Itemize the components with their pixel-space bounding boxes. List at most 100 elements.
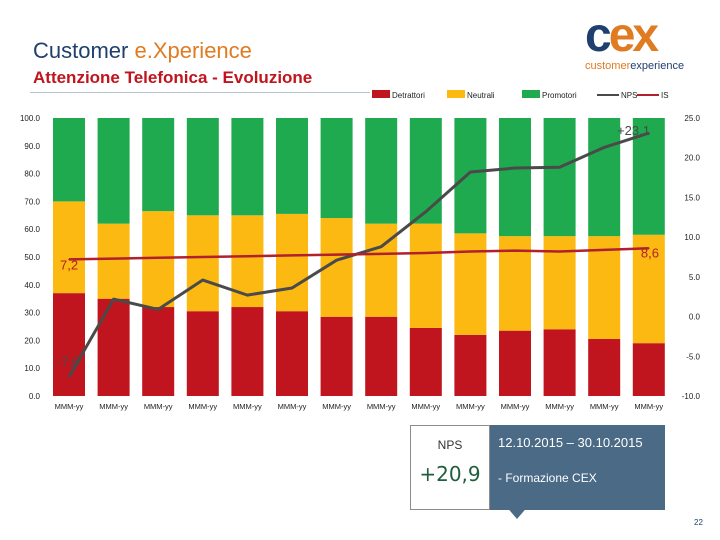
- right-axis-tick-label: 20.0: [684, 154, 700, 163]
- legend-swatch-neutrali: [447, 90, 465, 98]
- x-axis-tick-label: MMM-yy: [367, 402, 396, 411]
- right-axis-tick-label: 25.0: [684, 114, 700, 123]
- period-note: - Formazione CEX: [498, 471, 597, 485]
- bar-segment-promotori: [543, 118, 576, 237]
- slide-subtitle: Attenzione Telefonica - Evoluzione: [33, 68, 313, 87]
- logo-word-accent: ex: [608, 9, 659, 62]
- left-axis-tick-label: 80.0: [24, 170, 40, 179]
- right-axis-tick-label: 0.0: [689, 313, 701, 322]
- bar-segment-promotori: [231, 118, 264, 216]
- right-axis-tick-label: -10.0: [682, 392, 701, 401]
- bar-segment-detrattori: [365, 316, 398, 396]
- x-axis-tick-label: MMM-yy: [545, 402, 574, 411]
- cex-logo: cex customerexperience: [585, 12, 710, 73]
- logo-tag-main: experience: [630, 60, 685, 72]
- legend-label: Neutrali: [467, 91, 495, 100]
- bar-segment-detrattori: [588, 339, 621, 396]
- logo-tag-accent: customer: [585, 60, 631, 72]
- nps-point: [68, 376, 70, 378]
- nps-point: [558, 166, 561, 169]
- nps-point: [469, 171, 472, 173]
- bar-segment-promotori: [499, 118, 531, 237]
- bar-segment-promotori: [409, 118, 442, 224]
- is-point: [558, 250, 561, 253]
- bar-segment-detrattori: [454, 334, 487, 396]
- left-axis-tick-label: 30.0: [24, 309, 40, 318]
- left-axis-tick-label: 90.0: [24, 142, 40, 151]
- info-card-pointer: [505, 505, 529, 519]
- nps-point: [335, 259, 338, 261]
- nps-point: [648, 132, 650, 134]
- bar-segment-promotori: [53, 118, 85, 202]
- left-axis-tick-label: 20.0: [24, 336, 40, 345]
- left-axis-tick-label: 60.0: [24, 225, 40, 234]
- bar-segment-detrattori: [320, 316, 353, 396]
- bar-segment-detrattori: [543, 329, 576, 396]
- nps-point: [380, 245, 383, 248]
- bar-segment-neutrali: [186, 215, 219, 312]
- bar-segment-neutrali: [276, 213, 308, 312]
- is-point: [291, 254, 293, 257]
- is-point: [648, 247, 650, 250]
- slide-title: Customer e.Xperience: [33, 38, 252, 64]
- right-axis-tick-label: -5.0: [686, 352, 700, 361]
- logo-wordmark: cex: [585, 12, 710, 60]
- nps-point: [514, 167, 516, 169]
- left-axis-tick-label: 70.0: [24, 197, 40, 206]
- is-point: [68, 258, 70, 261]
- x-axis-tick-label: MMM-yy: [322, 402, 351, 411]
- x-axis-tick-label: MMM-yy: [233, 402, 262, 411]
- nps-summary-value: +20,9: [419, 462, 481, 486]
- right-axis-tick-label: 15.0: [684, 193, 700, 202]
- bar-segment-neutrali: [409, 223, 442, 328]
- bar-segment-detrattori: [231, 307, 264, 396]
- is-point: [112, 257, 115, 260]
- nps-point: [157, 308, 159, 311]
- bar-segment-neutrali: [588, 236, 621, 340]
- left-axis-tick-label: 10.0: [24, 364, 40, 373]
- bar-segment-promotori: [588, 118, 621, 237]
- is-point: [246, 255, 249, 258]
- nps-point: [202, 279, 204, 281]
- is-point: [157, 256, 159, 259]
- legend-label: Detrattori: [392, 91, 425, 100]
- nps-point: [603, 146, 605, 149]
- bar-segment-neutrali: [632, 234, 665, 344]
- nps-point: [291, 287, 293, 289]
- stacked-bar-line-chart: 0.0 10.0 20.0 30.0 40.0 50.0 60.0 70.0 80.0 90.0 1…: [20, 90, 701, 411]
- data-annotation: 8,6: [641, 245, 659, 260]
- bar-segment-promotori: [276, 118, 308, 214]
- is-point: [469, 250, 472, 253]
- page-number: 22: [694, 518, 703, 527]
- data-annotation: +23,1: [617, 123, 650, 138]
- x-axis-tick-label: MMM-yy: [456, 402, 485, 411]
- is-point: [603, 249, 605, 251]
- bar-segment-detrattori: [276, 311, 308, 396]
- right-axis-tick-label: 10.0: [684, 233, 700, 242]
- x-axis-tick-label: MMM-yy: [411, 402, 440, 411]
- left-axis-tick-label: 0.0: [29, 392, 41, 401]
- header-divider: [30, 92, 370, 93]
- is-point: [202, 256, 204, 258]
- nps-summary-card: NPS +20,9: [410, 425, 490, 510]
- bar-segment-neutrali: [454, 233, 487, 335]
- right-axis-tick-label: 5.0: [689, 273, 701, 282]
- bar-segment-promotori: [186, 118, 219, 216]
- title-accent: e.Xperience: [134, 38, 252, 63]
- legend-swatch-detrattori: [372, 90, 390, 98]
- x-axis-tick-label: MMM-yy: [144, 402, 173, 411]
- bar-segment-promotori: [142, 118, 175, 212]
- logo-word-main: c: [585, 9, 612, 62]
- bar-segment-detrattori: [142, 307, 175, 396]
- left-axis-tick-label: 40.0: [24, 281, 40, 290]
- title-prefix: Customer: [33, 38, 135, 63]
- is-point: [514, 249, 516, 252]
- x-axis-tick-label: MMM-yy: [99, 402, 128, 411]
- bar-segment-neutrali: [53, 201, 85, 294]
- bar-segment-detrattori: [409, 327, 442, 396]
- bar-segment-detrattori: [632, 343, 665, 396]
- legend-label: NPS: [621, 91, 637, 100]
- nps-point: [112, 298, 115, 300]
- bar-segment-promotori: [454, 118, 487, 234]
- logo-tagline: customerexperience: [585, 60, 710, 72]
